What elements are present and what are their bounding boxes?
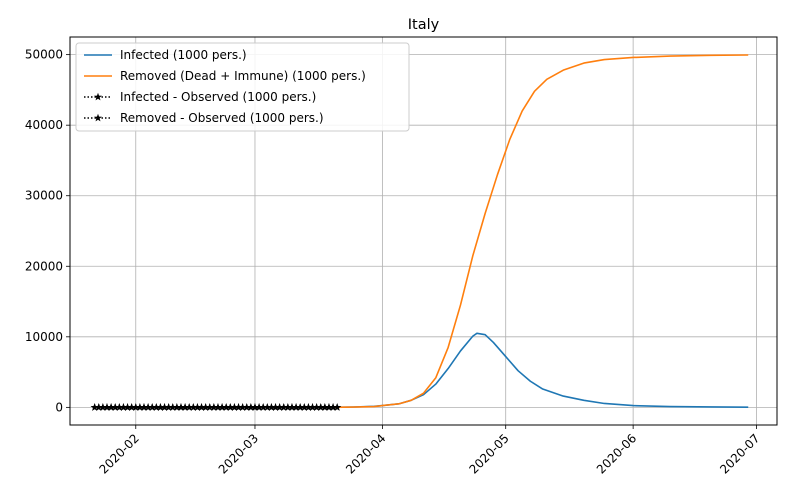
observed-marker (329, 403, 338, 411)
observed-marker (123, 403, 132, 411)
observed-marker (213, 403, 222, 411)
observed-marker (201, 403, 210, 411)
observed-marker (131, 403, 140, 411)
observed-marker (234, 403, 243, 411)
observed-marker (94, 403, 103, 411)
observed-marker (316, 403, 325, 411)
observed-marker (152, 403, 161, 411)
observed-marker (172, 403, 181, 411)
observed-marker (304, 403, 313, 411)
observed-marker (238, 403, 247, 411)
observed-marker (255, 403, 264, 411)
observed-marker (176, 403, 185, 411)
observed-marker (127, 403, 136, 411)
observed-marker (144, 403, 153, 411)
y-tick-label: 0 (55, 400, 63, 414)
plot-frame (69, 36, 778, 426)
observed-marker (185, 403, 194, 411)
observed-marker (148, 403, 157, 411)
observed-marker (320, 403, 329, 411)
observed-marker (156, 403, 165, 411)
observed-marker (98, 403, 107, 411)
observed-marker (205, 403, 214, 411)
observed-marker (271, 403, 280, 411)
observed-marker (324, 403, 333, 411)
observed-marker (115, 403, 124, 411)
legend: Infected (1000 pers.) Removed (Dead + Imm… (75, 42, 410, 132)
observed-marker (300, 403, 309, 411)
observed-marker (283, 403, 292, 411)
observed-marker (279, 403, 288, 411)
observed-marker (218, 403, 227, 411)
observed-marker (287, 403, 296, 411)
observed-marker (259, 403, 268, 411)
observed-marker (139, 403, 148, 411)
observed-marker (263, 403, 272, 411)
observed-marker (197, 403, 206, 411)
legend-label: Removed - Observed (1000 pers.) (120, 111, 324, 125)
legend-label: Infected (1000 pers.) (120, 48, 247, 62)
observed-marker (333, 403, 342, 411)
series-line (333, 54, 749, 409)
legend-box (75, 42, 410, 132)
legend-label: Removed (Dead + Immune) (1000 pers.) (120, 69, 366, 83)
y-tick-label: 40000 (25, 118, 63, 132)
observed-marker (242, 403, 251, 411)
observed-marker (275, 403, 284, 411)
observed-marker (312, 403, 321, 411)
observed-marker (292, 403, 301, 411)
observed-marker (226, 403, 235, 411)
observed-marker (164, 403, 173, 411)
observed-marker (246, 403, 255, 411)
observed-marker (111, 403, 120, 411)
observed-marker (209, 403, 218, 411)
observed-marker (222, 403, 231, 411)
legend-marker (94, 92, 102, 101)
observed-marker (160, 403, 169, 411)
observed-marker (107, 403, 116, 411)
observed-marker (90, 403, 99, 411)
observed-marker (119, 403, 128, 411)
observed-marker (135, 403, 144, 411)
series-layer (90, 54, 749, 411)
observed-marker (308, 403, 317, 411)
legend-label: Infected - Observed (1000 pers.) (120, 90, 316, 104)
observed-marker (193, 403, 202, 411)
observed-marker (267, 403, 276, 411)
y-tick-label: 30000 (25, 189, 63, 203)
observed-marker (296, 403, 305, 411)
observed-marker (168, 403, 177, 411)
observed-marker (189, 403, 198, 411)
observed-marker (250, 403, 259, 411)
observed-marker (230, 403, 239, 411)
y-tick-label: 50000 (25, 48, 63, 62)
y-tick-label: 20000 (25, 259, 63, 273)
observed-marker (103, 403, 111, 411)
chart-title: Italy (408, 17, 440, 33)
y-tick-label: 10000 (25, 330, 63, 344)
legend-marker (94, 113, 102, 122)
observed-marker (181, 403, 190, 411)
